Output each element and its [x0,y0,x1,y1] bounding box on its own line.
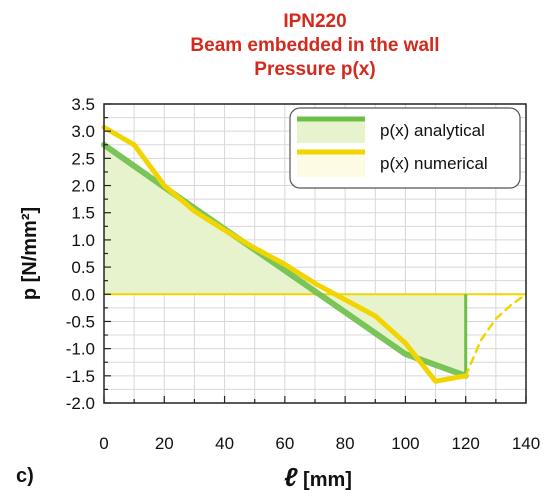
x-axis-symbol: ℓ [284,462,298,492]
x-axis-unit: [mm] [297,469,351,491]
title-line-1: Beam embedded in the wall [190,35,439,56]
y-tick-label: 1.0 [71,231,95,250]
axes [103,103,527,404]
x-tick-label: 80 [336,434,355,453]
y-tick-labels: 3.5 3.0 2.5 2.0 1.5 1.0 0.5 0.0 -0.5 -1.0 -1.5 -2.0 [66,95,95,413]
legend-label-analytical: p(x) analytical [380,121,485,140]
y-tick-label: 3.5 [71,95,95,114]
x-tick-labels: 0 20 40 60 80 100 120 140 [99,434,540,453]
x-axis-label: ℓ [mm] [284,462,352,492]
legend: p(x) analytical p(x) numerical [289,107,521,189]
y-tick-label: 3.0 [71,122,95,141]
x-tick-label: 0 [99,434,108,453]
x-tick-label: 40 [215,434,234,453]
x-tick-label: 60 [275,434,294,453]
y-tick-label: -1.0 [66,340,95,359]
x-tick-label: 140 [512,434,540,453]
panel-label: c) [16,465,34,487]
y-axis-label: p [N/mm²] [19,207,41,300]
y-tick-label: 2.5 [71,149,95,168]
title-line-0: IPN220 [283,11,346,32]
y-tick-label: 0.5 [71,258,95,277]
y-tick-label: 0.0 [71,285,95,304]
y-tick-label: -1.5 [66,367,95,386]
legend-label-numerical: p(x) numerical [380,154,488,173]
title-line-2: Pressure p(x) [254,59,375,80]
series-lines [101,124,528,384]
y-tick-label: 1.5 [71,204,95,223]
x-tick-label: 120 [452,434,480,453]
x-tick-label: 100 [391,434,419,453]
x-tick-label: 20 [155,434,174,453]
y-tick-label: 2.0 [71,177,95,196]
y-tick-label: -2.0 [66,394,95,413]
y-tick-label: -0.5 [66,312,95,331]
chart-title: IPN220 Beam embedded in the wall Pressure … [190,11,439,80]
